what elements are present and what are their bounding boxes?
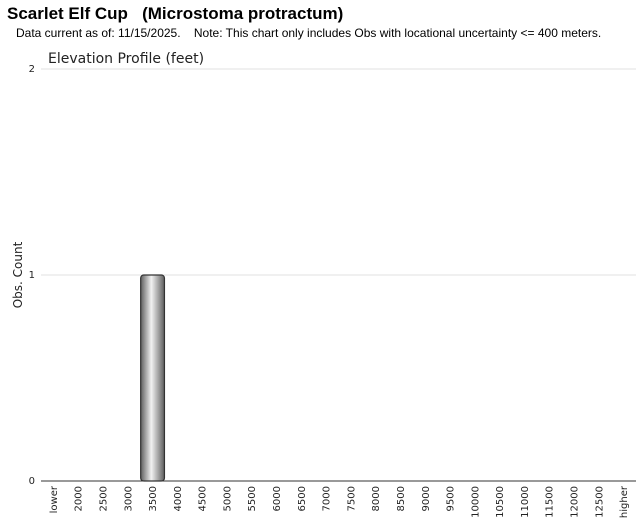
x-tick-label: 8000	[371, 486, 382, 511]
x-tick-label: 5500	[247, 486, 258, 511]
y-tick-label: 0	[29, 476, 35, 487]
x-tick-label: 4000	[173, 486, 184, 511]
grid-lines	[41, 68, 636, 276]
x-tick-label: 11500	[545, 486, 556, 518]
x-tick-label: higher	[619, 485, 630, 518]
x-tick-label: 8500	[396, 486, 407, 511]
x-tick-label: 12500	[594, 486, 605, 518]
x-tick-label: 11000	[520, 486, 531, 518]
page-subtitle: Data current as of: 11/15/2025. Note: Th…	[16, 26, 602, 40]
y-tick-label: 1	[29, 270, 35, 281]
x-tick-label: 2000	[74, 486, 85, 511]
x-tick-label: 3500	[148, 486, 159, 511]
y-tick-label: 2	[29, 64, 35, 75]
x-tick-label: 6000	[272, 486, 283, 511]
x-tick-label: 6500	[297, 486, 308, 511]
x-tick-label: 7000	[322, 486, 333, 511]
x-tick-label: 10500	[495, 486, 506, 518]
x-axis-ticks: lower 2000 2500 3000 3500 4000 4500 5000 5500 600…	[49, 485, 630, 518]
bar-3500[interactable]	[140, 274, 166, 482]
x-tick-label: 4500	[198, 486, 209, 511]
bars	[140, 274, 166, 482]
x-tick-label: 2500	[98, 486, 109, 511]
x-tick-label: lower	[49, 485, 60, 513]
y-axis-label: Obs. Count	[11, 241, 25, 308]
y-axis-ticks: 0 1 2	[29, 64, 35, 487]
chart-title: Elevation Profile (feet)	[48, 51, 204, 67]
x-tick-label: 3000	[123, 486, 134, 511]
x-tick-label: 9000	[421, 486, 432, 511]
page-title: Scarlet Elf Cup (Microstoma protractum)	[7, 4, 344, 23]
x-tick-label: 10000	[470, 486, 481, 518]
x-tick-label: 7500	[346, 486, 357, 511]
x-tick-label: 5000	[222, 486, 233, 511]
x-tick-label: 12000	[570, 486, 581, 518]
x-tick-label: 9500	[446, 486, 457, 511]
